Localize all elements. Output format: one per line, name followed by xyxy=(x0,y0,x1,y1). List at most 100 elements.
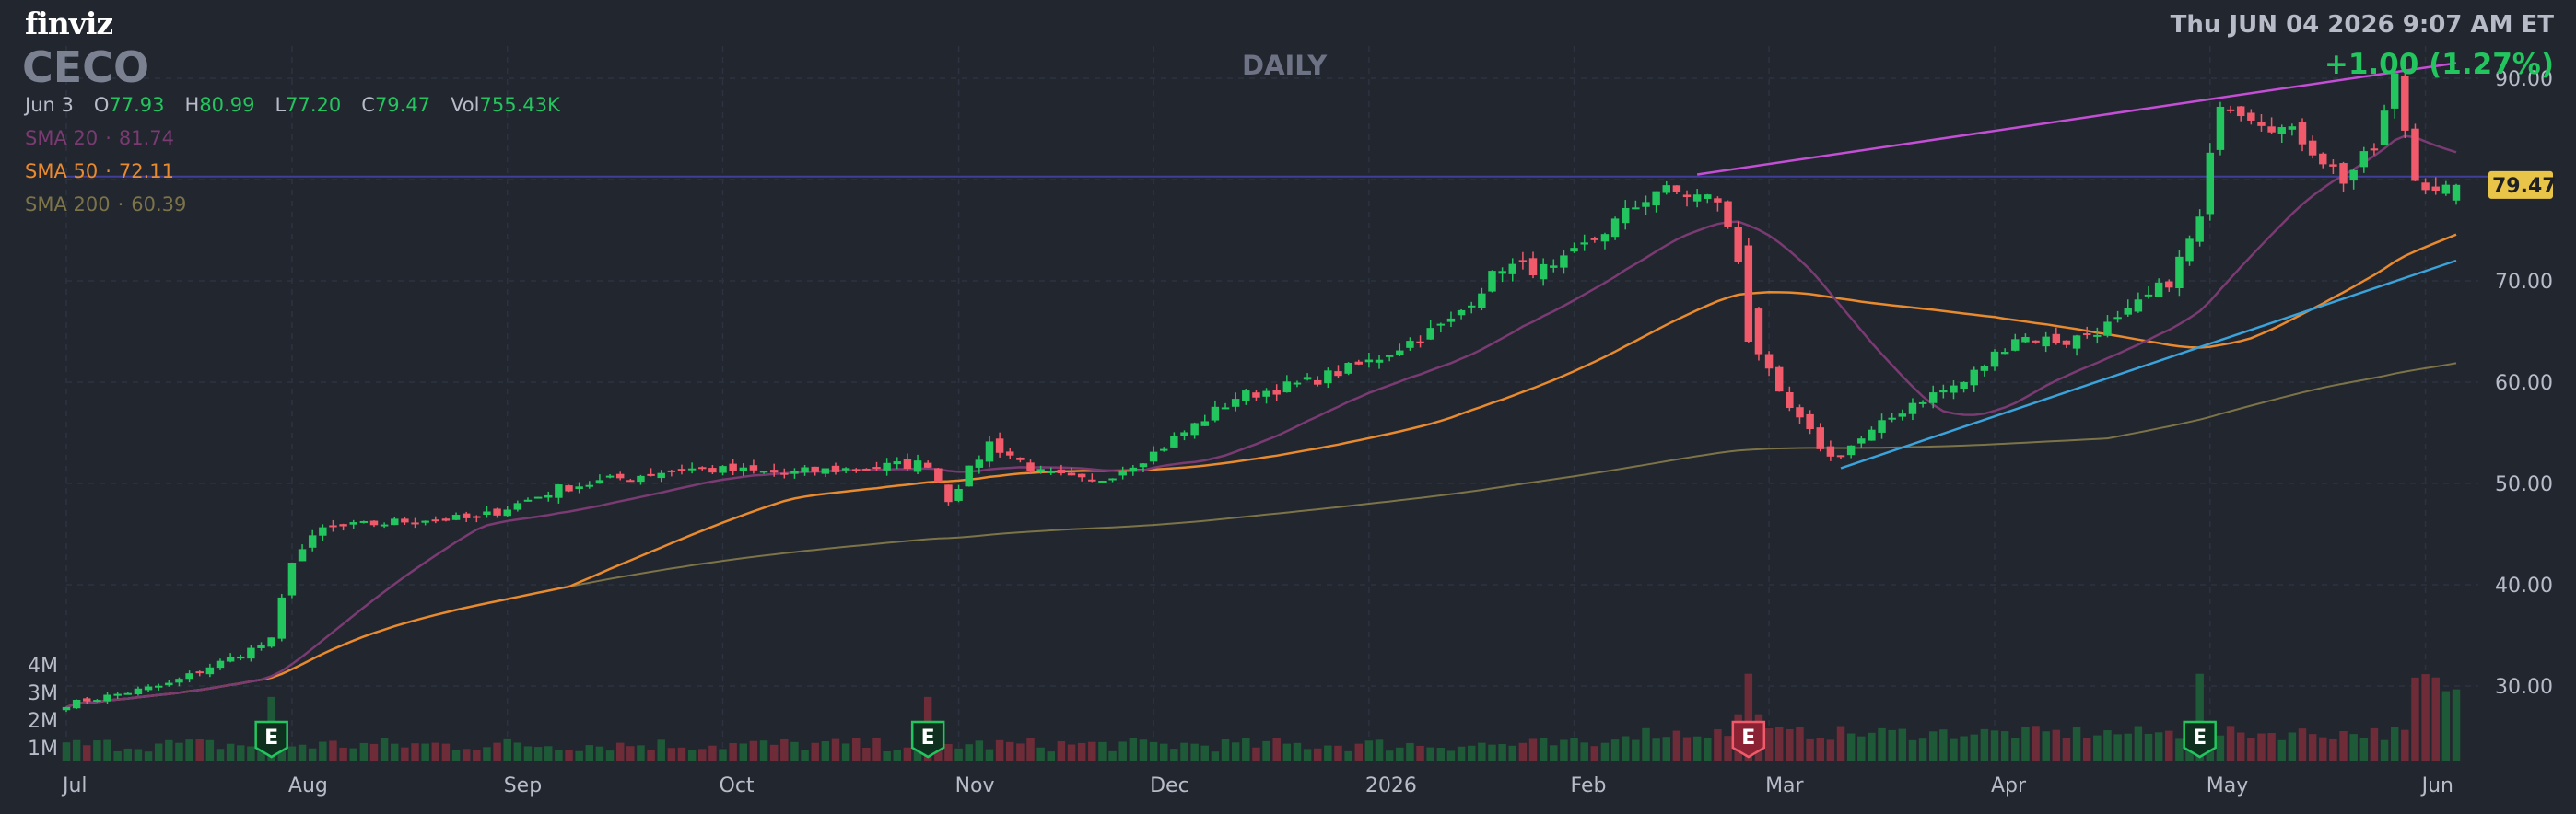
candle-body xyxy=(1375,359,1384,363)
candle-body xyxy=(2411,128,2419,181)
candle-body xyxy=(277,597,287,639)
candle-body xyxy=(1550,265,1558,268)
volume-bar xyxy=(1836,726,1845,761)
candle-body xyxy=(934,468,943,483)
trendlines[interactable] xyxy=(1696,62,2457,470)
volume-bar xyxy=(2390,727,2399,761)
volume-bar xyxy=(995,739,1004,761)
candle-body xyxy=(1908,402,1917,414)
candle-body xyxy=(1478,293,1486,308)
volume-tick-label: 3M xyxy=(28,682,58,705)
volume-bar xyxy=(401,747,409,761)
volume-bar xyxy=(380,738,389,761)
high-value: 80.99 xyxy=(199,94,255,116)
candle-body xyxy=(1067,472,1076,476)
sma50-legend[interactable]: SMA 50 · 72.11 xyxy=(25,160,175,182)
candle-body xyxy=(1252,392,1260,398)
volume-bar xyxy=(1006,741,1014,761)
volume-bar xyxy=(759,740,768,761)
volume-bar xyxy=(790,741,799,761)
candle-body xyxy=(1786,391,1794,409)
candle-body xyxy=(1744,245,1753,342)
volume-bar xyxy=(2103,730,2112,761)
candle-body xyxy=(698,467,707,470)
earnings-marker: E xyxy=(254,720,288,759)
x-tick-label: Oct xyxy=(720,774,755,797)
candle-body xyxy=(349,522,357,525)
candle-body xyxy=(2206,152,2215,215)
volume-bar xyxy=(473,750,481,761)
x-tick-label: Apr xyxy=(1991,774,2027,797)
sma20-legend[interactable]: SMA 20 · 81.74 xyxy=(25,127,175,149)
x-tick-label: Sep xyxy=(504,774,542,797)
candle-body xyxy=(2082,333,2091,336)
candle-body xyxy=(1344,363,1352,374)
candle-body xyxy=(1632,207,1640,210)
volume-bar xyxy=(1528,738,1538,761)
volume-bar xyxy=(2339,731,2348,761)
volume-bar xyxy=(2082,738,2091,761)
candle-body xyxy=(1868,429,1876,441)
volume-bar xyxy=(1518,742,1528,761)
sma20-value: 81.74 xyxy=(118,127,175,149)
volume-tick-label: 1M xyxy=(28,738,58,761)
candle-body xyxy=(1426,328,1434,340)
sma200-legend[interactable]: SMA 200 · 60.39 xyxy=(25,193,187,215)
volume-bar xyxy=(298,744,307,761)
candle-body xyxy=(2277,127,2286,134)
volume-bar xyxy=(1878,727,1886,761)
candle-body xyxy=(1826,446,1835,457)
candle-body xyxy=(1580,242,1588,245)
candle-body xyxy=(1774,366,1784,392)
candle-body xyxy=(2247,112,2255,121)
volume-bar xyxy=(1816,738,1824,761)
ohlc-date: Jun 3 xyxy=(25,94,74,116)
candle-body xyxy=(657,472,665,479)
candle-body xyxy=(1077,473,1086,478)
chart-grid xyxy=(65,46,2478,761)
candle-body xyxy=(544,494,553,498)
earnings-label: E xyxy=(1741,727,1755,750)
candle-body xyxy=(1518,260,1528,262)
candle-body xyxy=(1098,480,1107,483)
candle-body xyxy=(2349,169,2358,181)
candle-body xyxy=(1724,201,1732,227)
candle-body xyxy=(575,486,583,490)
volume-bar xyxy=(637,745,645,761)
candle-body xyxy=(62,706,71,711)
volume-bar xyxy=(2319,737,2327,761)
volume-bar xyxy=(2011,738,2020,761)
volume-bar xyxy=(1868,732,1876,761)
volume-bar xyxy=(339,747,347,761)
candle-body xyxy=(1990,351,1999,367)
volume-bar xyxy=(1621,736,1630,761)
candle-body xyxy=(1980,366,1989,371)
volume-bar xyxy=(739,743,748,761)
finviz-logo[interactable]: finviz xyxy=(25,6,113,41)
volume-bar xyxy=(1364,740,1374,761)
sma200-label: SMA 200 xyxy=(25,193,111,215)
candle-body xyxy=(1590,238,1599,240)
volume-bar xyxy=(1570,738,1578,761)
x-tick-label: Jun xyxy=(2420,774,2453,797)
candle-body xyxy=(1221,407,1230,410)
candle-body xyxy=(2359,151,2369,168)
y-tick-label: 50.00 xyxy=(2495,473,2553,496)
candle-body xyxy=(1026,462,1035,471)
earnings-marker: E xyxy=(2183,720,2217,759)
candle-body xyxy=(1836,455,1845,458)
candle-body xyxy=(739,467,748,471)
candle-body xyxy=(1878,420,1886,433)
candle-body xyxy=(2021,337,2030,343)
volume-bar xyxy=(287,746,297,761)
volume-bar xyxy=(1724,736,1732,761)
volume-bar xyxy=(975,740,984,761)
volume-bar xyxy=(83,745,91,761)
volume-bar xyxy=(237,745,245,761)
volume-bar xyxy=(780,738,789,761)
candle-body xyxy=(411,522,419,525)
candle-body xyxy=(2144,294,2153,297)
candle-body xyxy=(1970,369,1978,386)
